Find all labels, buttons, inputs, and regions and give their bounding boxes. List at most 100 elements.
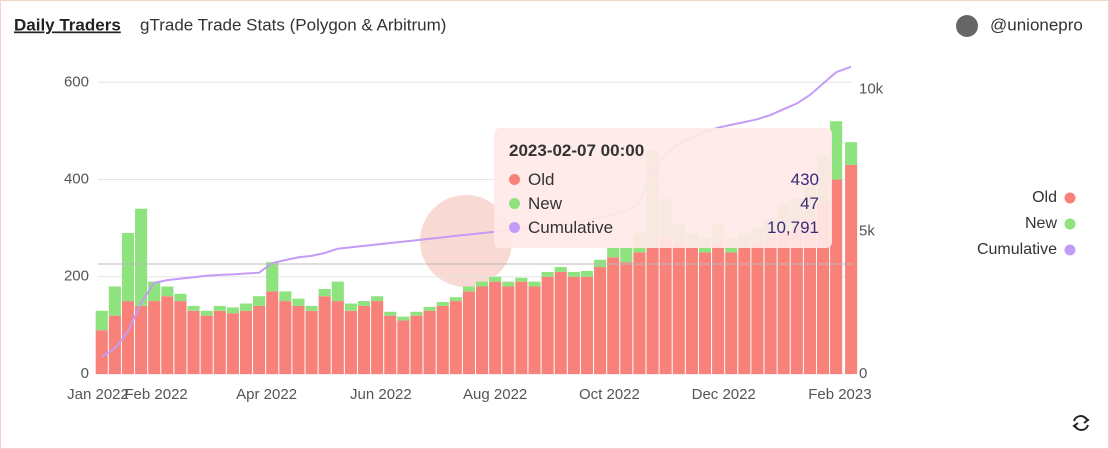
bar: [476, 281, 489, 287]
bar: [698, 252, 712, 374]
cumulative-line: [101, 65, 852, 358]
legend-label: Cumulative: [977, 241, 1057, 258]
bar: [594, 267, 607, 374]
bar: [187, 305, 200, 311]
bar: [502, 281, 515, 287]
bar: [200, 315, 213, 374]
bar: [371, 296, 384, 302]
bar: [672, 242, 685, 374]
bar: [594, 259, 607, 268]
bar: [803, 218, 816, 374]
legend-label: New: [1025, 215, 1057, 232]
bar: [344, 303, 357, 311]
tooltip-dot: [509, 222, 520, 233]
bar: [121, 233, 135, 302]
bar: [305, 305, 318, 311]
bar: [187, 310, 200, 374]
tooltip-value: 10,791: [767, 218, 819, 237]
bar: [685, 247, 698, 374]
bar: [384, 311, 397, 316]
bar: [580, 270, 594, 277]
bar: [541, 276, 554, 374]
bar: [239, 310, 253, 374]
x-tick-label: Apr 2022: [236, 386, 297, 403]
avatar: [956, 15, 978, 37]
chart-title[interactable]: Daily Traders: [14, 15, 121, 34]
y2-tick-label: 10k: [859, 80, 884, 97]
y2-tick-label: 5k: [859, 223, 875, 240]
bar: [515, 277, 528, 282]
bar: [213, 310, 226, 374]
tooltip-title: 2023-02-07 00:00: [509, 141, 645, 160]
bar: [489, 276, 502, 282]
bar: [830, 121, 843, 180]
bar: [659, 237, 672, 374]
bar: [462, 291, 475, 374]
bar: [830, 179, 843, 374]
bar: [449, 301, 462, 374]
bar: [397, 320, 410, 374]
bar: [305, 310, 318, 374]
bar: [607, 247, 620, 258]
bar: [95, 310, 108, 331]
bar: [226, 307, 239, 314]
bar: [410, 315, 423, 374]
tooltip-row: Cumulative 10,791: [509, 218, 819, 240]
bar: [515, 281, 528, 374]
bar: [580, 276, 594, 374]
bar: [790, 228, 803, 374]
subtitle: gTrade Trade Stats (Polygon & Arbitrum): [140, 15, 446, 34]
bar: [357, 305, 371, 374]
bar: [436, 305, 449, 374]
bar: [554, 267, 567, 272]
bar: [620, 262, 633, 374]
bar: [135, 208, 148, 306]
bar: [357, 301, 371, 306]
bar: [174, 293, 187, 302]
refresh-icon[interactable]: [1072, 415, 1090, 431]
y-tick-label: 0: [81, 365, 89, 382]
bar: [200, 310, 213, 316]
bar: [777, 233, 790, 374]
x-tick-label: Feb 2022: [124, 386, 187, 403]
bar: [226, 313, 239, 374]
bar: [292, 298, 305, 306]
bar: [213, 305, 226, 311]
bar: [489, 281, 502, 374]
bar: [751, 242, 764, 374]
bar: [161, 296, 174, 374]
bar: [344, 310, 357, 374]
bar: [174, 301, 187, 374]
tooltip-value: 430: [790, 170, 819, 189]
bar: [135, 305, 148, 374]
tooltip-label: Old: [528, 170, 555, 189]
bar: [292, 305, 305, 374]
y-tick-label: 200: [64, 268, 89, 285]
bar: [554, 271, 567, 374]
bar: [633, 252, 646, 374]
bar: [476, 286, 489, 374]
bar: [108, 315, 121, 374]
tooltip-dot: [509, 198, 520, 209]
bar: [620, 247, 633, 263]
bar: [331, 301, 344, 374]
legend-dot: [1064, 218, 1076, 230]
bar: [410, 311, 423, 316]
legend-label: Old: [1032, 189, 1057, 206]
bar: [253, 296, 266, 306]
bar: [371, 301, 384, 374]
legend-dot: [1064, 192, 1076, 204]
bar: [528, 281, 541, 287]
tooltip-value: 47: [800, 194, 819, 213]
bar: [95, 330, 108, 374]
bar: [279, 301, 292, 374]
bar: [738, 247, 751, 374]
bar: [423, 310, 436, 374]
bar: [423, 306, 436, 311]
bar: [712, 242, 725, 374]
x-tick-label: Dec 2022: [692, 386, 756, 403]
bar: [318, 296, 331, 374]
user[interactable]: @unionepro: [990, 15, 1083, 34]
